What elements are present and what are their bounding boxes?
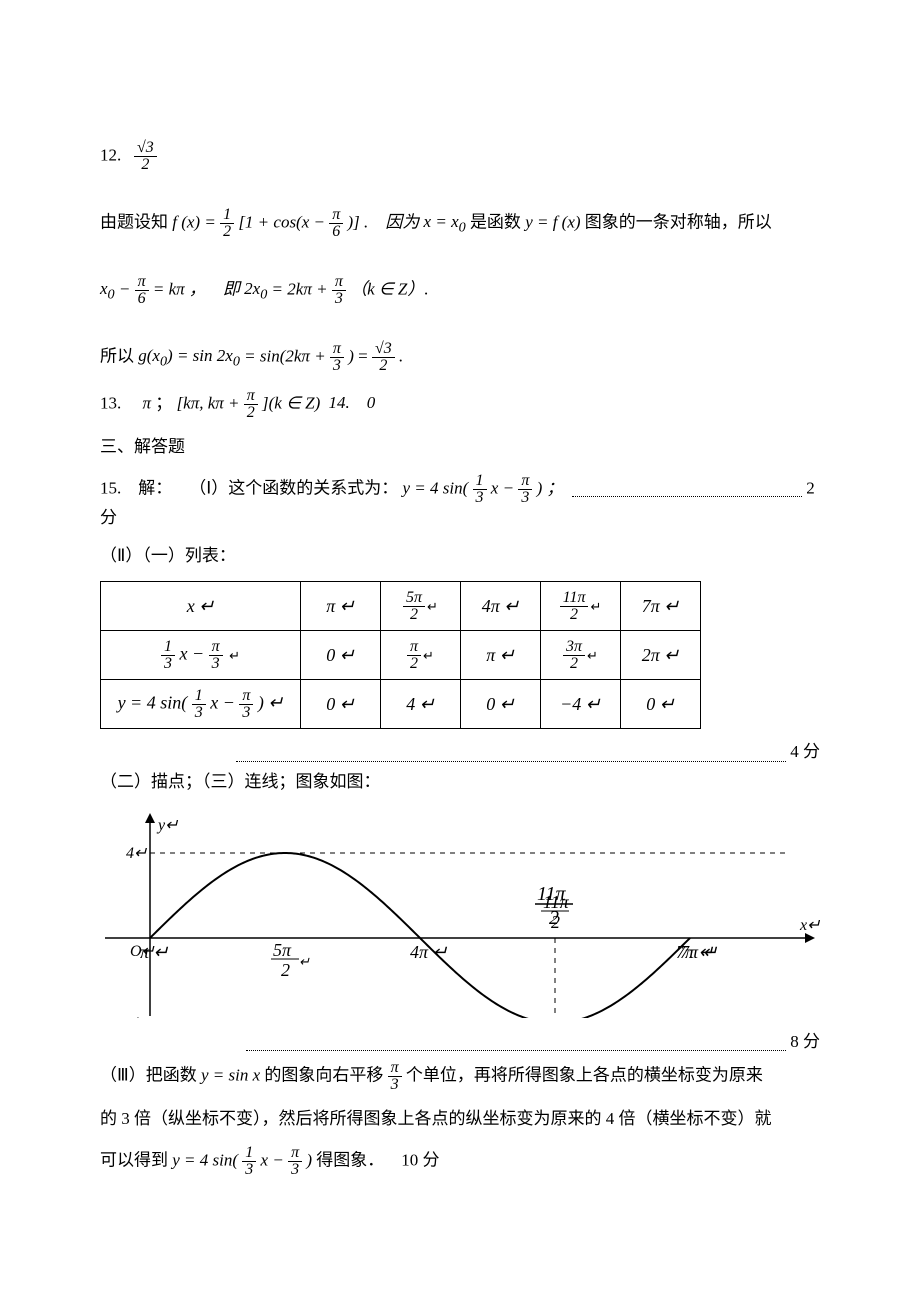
q15-iii-line1: （Ⅲ）把函数 y = sin x 的图象向右平移 π 3 个单位，再将所得图象上…	[100, 1060, 820, 1093]
table-row-x: x ↵ π ↵ 5π2↵ 4π ↵ 11π2↵ 7π ↵	[101, 582, 701, 631]
svg-text:x↵: x↵	[799, 917, 820, 934]
p3: 所以 g(x0) = sin 2x0 = sin(2kπ + π 3 ) = √…	[100, 341, 820, 374]
leader-8	[246, 1035, 786, 1051]
q15-iii-line3: 可以得到 y = 4 sin( 1 3 x − π 3 ) 得图象． 10 分	[100, 1145, 820, 1178]
section-3-heading: 三、解答题	[100, 435, 820, 459]
svg-text:4↵: 4↵	[126, 845, 148, 862]
svg-text:11π: 11π	[537, 883, 567, 905]
score-4: 4 分	[100, 737, 820, 762]
svg-text:2: 2	[281, 960, 290, 980]
svg-text:↵: ↵	[299, 954, 310, 969]
svg-text:5π: 5π	[273, 940, 292, 960]
q15-ii-heading: （Ⅱ）（一）列表：	[100, 544, 820, 568]
q15-iii-line2: 的 3 倍（纵坐标不变），然后将所得图象上各点的纵坐标变为原来的 4 倍（横坐标…	[100, 1107, 820, 1131]
svg-text:O↵: O↵	[130, 943, 156, 960]
q13: 13. π ； [kπ, kπ + π 2 ](k ∈ Z) 14. 0	[100, 388, 820, 421]
p2: x0 − π 6 = kπ ， 即 2x0 = 2kπ + π 3 （k ∈ Z…	[100, 274, 820, 307]
p1: 由题设知 f (x) = 1 2 [1 + cos(x − π 6 )] . 因…	[100, 207, 820, 240]
table-row-phase: 13 x − π3 ↵ 0 ↵ π2↵ π ↵ 3π2↵ 2π ↵	[101, 631, 701, 680]
svg-text:7π ↵: 7π ↵	[676, 942, 714, 962]
sine-chart: 4↵-4↵π ↵5π2↵4π ↵11π27π ↵11π2O↵y↵x↵7π ↵	[100, 808, 820, 1018]
leader-2	[572, 481, 802, 497]
svg-text:-4↵: -4↵	[126, 1015, 153, 1018]
leader-4	[236, 745, 786, 761]
q12-answer: 12. √3 2	[100, 140, 820, 173]
svg-text:2: 2	[549, 907, 559, 929]
q12-frac: √3 2	[134, 140, 157, 173]
svg-text:4π ↵: 4π ↵	[410, 942, 448, 962]
plot-caption: （二）描点；（三）连线；图象如图：	[100, 770, 820, 794]
value-table: x ↵ π ↵ 5π2↵ 4π ↵ 11π2↵ 7π ↵ 13 x − π3 ↵…	[100, 581, 701, 729]
svg-text:y↵: y↵	[156, 817, 179, 834]
q15-i: 15. 解： （Ⅰ）这个函数的关系式为： y = 4 sin( 1 3 x − …	[100, 473, 820, 530]
q12-label: 12.	[100, 145, 121, 164]
score-8: 8 分	[100, 1027, 820, 1052]
table-row-y: y = 4 sin( 13 x − π3 ) ↵ 0 ↵ 4 ↵ 0 ↵ −4 …	[101, 680, 701, 729]
